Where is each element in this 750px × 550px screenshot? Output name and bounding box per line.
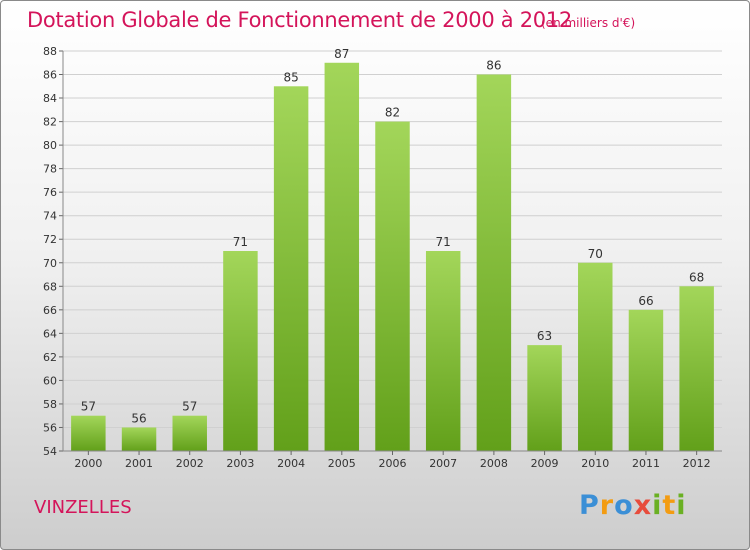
y-tick-label: 58 — [43, 398, 57, 411]
bar-value-label: 71 — [233, 235, 248, 249]
x-tick-label: 2009 — [531, 457, 559, 470]
x-tick-label: 2006 — [379, 457, 407, 470]
logo-letter: x — [633, 490, 653, 521]
x-tick-label: 2005 — [328, 457, 356, 470]
bar — [679, 286, 714, 451]
bar-value-label: 57 — [81, 400, 96, 414]
bar — [476, 74, 512, 451]
x-tick-label: 2001 — [125, 457, 153, 470]
y-tick-label: 88 — [43, 45, 57, 58]
x-tick-label: 2003 — [226, 457, 254, 470]
y-tick-label: 68 — [43, 280, 57, 293]
y-tick-label: 64 — [43, 327, 57, 340]
bar-value-label: 70 — [588, 247, 603, 261]
y-tick-label: 66 — [43, 304, 57, 317]
y-tick-label: 62 — [43, 351, 57, 364]
x-tick-label: 2010 — [581, 457, 609, 470]
y-tick-label: 60 — [43, 374, 57, 387]
bar — [324, 62, 360, 451]
chart-title: Dotation Globale de Fonctionnement de 20… — [27, 8, 572, 32]
y-tick-label: 54 — [43, 445, 57, 458]
logo-letter: i — [676, 490, 687, 521]
logo-letter: P — [579, 490, 600, 521]
y-tick-label: 72 — [43, 233, 57, 246]
y-tick-label: 74 — [43, 210, 57, 223]
bar — [223, 251, 258, 451]
y-tick-label: 82 — [43, 116, 57, 129]
x-tick-label: 2008 — [480, 457, 508, 470]
x-tick-label: 2004 — [277, 457, 305, 470]
y-tick-label: 80 — [43, 139, 57, 152]
y-tick-label: 78 — [43, 163, 57, 176]
logo-letter: t — [662, 490, 677, 521]
bar-value-label: 87 — [334, 47, 349, 61]
bar-value-label: 71 — [436, 235, 451, 249]
bar — [578, 262, 613, 451]
bar-value-label: 66 — [638, 294, 653, 308]
bar-value-label: 63 — [537, 329, 552, 343]
bar — [375, 121, 410, 452]
y-tick-label: 76 — [43, 186, 57, 199]
bar-value-label: 56 — [131, 411, 146, 425]
bar — [172, 415, 207, 451]
bar — [273, 86, 309, 451]
logo-letter: o — [614, 490, 634, 521]
y-tick-label: 70 — [43, 257, 57, 270]
axis-layer: 54 56 58 60 62 64 66 68 70 72 74 76 78 80 82 84 86 88 2000… — [43, 45, 722, 470]
proxiti-logo: Proxiti — [579, 490, 687, 521]
bar-value-label: 68 — [689, 270, 704, 284]
bars-layer: 57 56 57 71 85 87 82 71 86 63 70 66 68 — [71, 47, 714, 452]
bar-value-label: 82 — [385, 106, 400, 120]
bar-value-label: 57 — [182, 400, 197, 414]
y-tick-label: 56 — [43, 421, 57, 434]
x-tick-label: 2012 — [683, 457, 711, 470]
x-tick-label: 2011 — [632, 457, 660, 470]
x-tick-label: 2007 — [429, 457, 457, 470]
y-tick-label: 84 — [43, 92, 57, 105]
chart-subtitle: (en milliers d'€) — [541, 16, 636, 30]
bar-value-label: 85 — [283, 70, 298, 84]
bar — [425, 251, 461, 451]
bar-value-label: 86 — [486, 59, 501, 73]
logo-letter: r — [599, 490, 615, 521]
x-tick-label: 2002 — [176, 457, 204, 470]
bar — [628, 309, 664, 451]
x-tick-label: 2000 — [74, 457, 102, 470]
commune-name: VINZELLES — [34, 497, 132, 518]
bar — [121, 427, 157, 451]
logo-letter: i — [652, 490, 663, 521]
y-tick-label: 86 — [43, 69, 57, 82]
bar — [71, 415, 106, 451]
bar — [527, 345, 562, 451]
